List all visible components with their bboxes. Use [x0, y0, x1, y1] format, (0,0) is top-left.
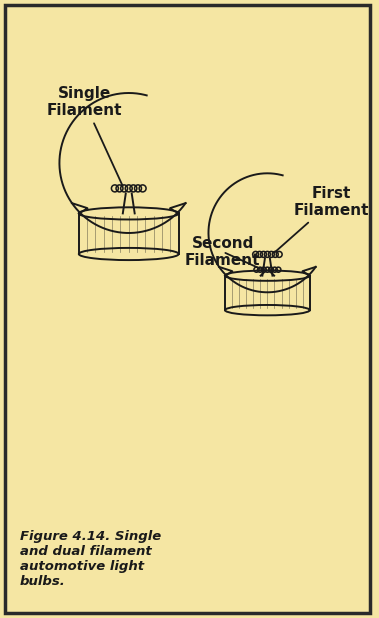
Text: Single
Filament: Single Filament [47, 86, 123, 186]
Text: Figure 4.14. Single
and dual filament
automotive light
bulbs.: Figure 4.14. Single and dual filament au… [20, 530, 161, 588]
Text: Second
Filament: Second Filament [185, 235, 261, 269]
Text: First
Filament: First Filament [274, 185, 370, 253]
